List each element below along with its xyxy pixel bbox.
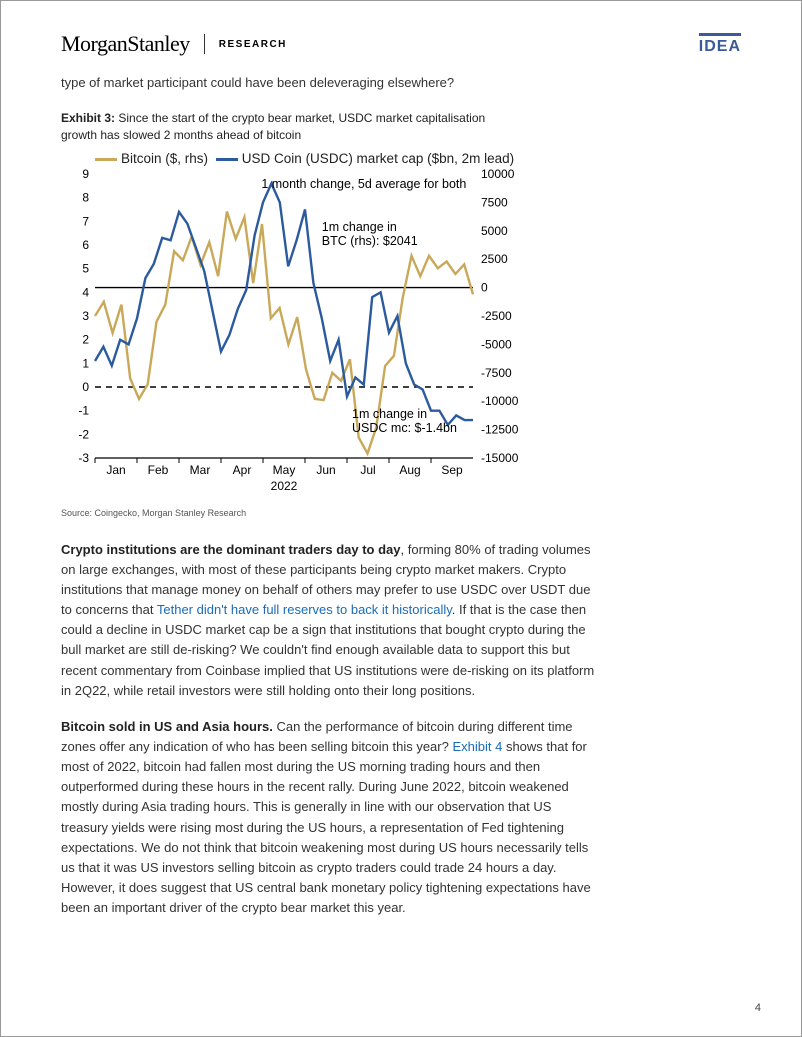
svg-text:May: May [273, 463, 296, 477]
legend-usdc: USD Coin (USDC) market cap ($bn, 2m lead… [242, 151, 514, 166]
svg-text:1m change in: 1m change in [352, 407, 427, 421]
exhibit-caption: Exhibit 3: Since the start of the crypto… [61, 110, 521, 145]
svg-text:Sep: Sep [441, 463, 463, 477]
svg-text:Jul: Jul [360, 463, 375, 477]
svg-text:Aug: Aug [399, 463, 420, 477]
svg-text:1: 1 [82, 356, 89, 370]
svg-text:0: 0 [82, 380, 89, 394]
chart-legend: Bitcoin ($, rhs) USD Coin (USDC) market … [91, 151, 531, 166]
svg-text:-1: -1 [78, 403, 89, 417]
chart-container: Bitcoin ($, rhs) USD Coin (USDC) market … [61, 151, 531, 498]
line-chart: -3 -2 -1 0 1 2 3 4 5 6 7 8 9 -15000 -12500 -10000 -7500 -… [61, 168, 531, 498]
svg-text:-5000: -5000 [481, 337, 512, 351]
svg-text:4: 4 [82, 285, 89, 299]
intro-text: type of market participant could have be… [61, 75, 741, 90]
svg-text:10000: 10000 [481, 168, 515, 181]
exhibit-caption-text: Since the start of the crypto bear marke… [61, 111, 485, 142]
paragraph-2: Bitcoin sold in US and Asia hours. Can t… [61, 717, 601, 918]
para2-lead: Bitcoin sold in US and Asia hours. [61, 719, 273, 734]
svg-text:-15000: -15000 [481, 451, 519, 465]
svg-text:7: 7 [82, 214, 89, 228]
idea-badge: IDEA [699, 33, 741, 56]
svg-text:-2: -2 [78, 427, 89, 441]
svg-text:0: 0 [481, 280, 488, 294]
svg-text:7500: 7500 [481, 195, 508, 209]
brand-second: Stanley [127, 31, 190, 56]
svg-text:-10000: -10000 [481, 394, 519, 408]
svg-text:Jun: Jun [316, 463, 335, 477]
para2-link[interactable]: Exhibit 4 [452, 739, 502, 754]
header-left: MorganStanley RESEARCH [61, 31, 287, 57]
svg-text:8: 8 [82, 190, 89, 204]
svg-text:Feb: Feb [148, 463, 169, 477]
header-divider [204, 34, 205, 54]
svg-text:-12500: -12500 [481, 422, 519, 436]
svg-text:5: 5 [82, 261, 89, 275]
swatch-bitcoin [95, 158, 117, 161]
svg-text:Apr: Apr [233, 463, 252, 477]
svg-text:-7500: -7500 [481, 366, 512, 380]
svg-text:2022: 2022 [271, 479, 298, 493]
svg-text:3: 3 [82, 309, 89, 323]
svg-text:1 month change, 5d average for: 1 month change, 5d average for both [261, 177, 466, 191]
para1-lead: Crypto institutions are the dominant tra… [61, 542, 401, 557]
brand-logo: MorganStanley [61, 31, 190, 57]
svg-text:BTC (rhs): $2041: BTC (rhs): $2041 [322, 234, 418, 248]
svg-text:5000: 5000 [481, 224, 508, 238]
svg-text:1m change in: 1m change in [322, 220, 397, 234]
svg-text:9: 9 [82, 168, 89, 181]
svg-text:-3: -3 [78, 451, 89, 465]
paragraph-1: Crypto institutions are the dominant tra… [61, 540, 601, 701]
para2-body2: shows that for most of 2022, bitcoin had… [61, 739, 591, 915]
page-number: 4 [755, 1002, 761, 1014]
svg-text:2: 2 [82, 332, 89, 346]
page-header: MorganStanley RESEARCH IDEA [61, 31, 741, 57]
svg-text:2500: 2500 [481, 252, 508, 266]
exhibit-label: Exhibit 3: [61, 111, 115, 125]
brand-first: Morgan [61, 31, 127, 56]
para1-link[interactable]: Tether didn't have full reserves to back… [157, 602, 452, 617]
svg-text:Mar: Mar [190, 463, 211, 477]
research-label: RESEARCH [219, 39, 287, 50]
svg-text:USDC mc: $-1.4bn: USDC mc: $-1.4bn [352, 421, 457, 435]
svg-text:Jan: Jan [106, 463, 125, 477]
svg-text:-2500: -2500 [481, 309, 512, 323]
chart-source: Source: Coingecko, Morgan Stanley Resear… [61, 508, 741, 518]
legend-bitcoin: Bitcoin ($, rhs) [121, 151, 208, 166]
swatch-usdc [216, 158, 238, 161]
svg-text:6: 6 [82, 238, 89, 252]
